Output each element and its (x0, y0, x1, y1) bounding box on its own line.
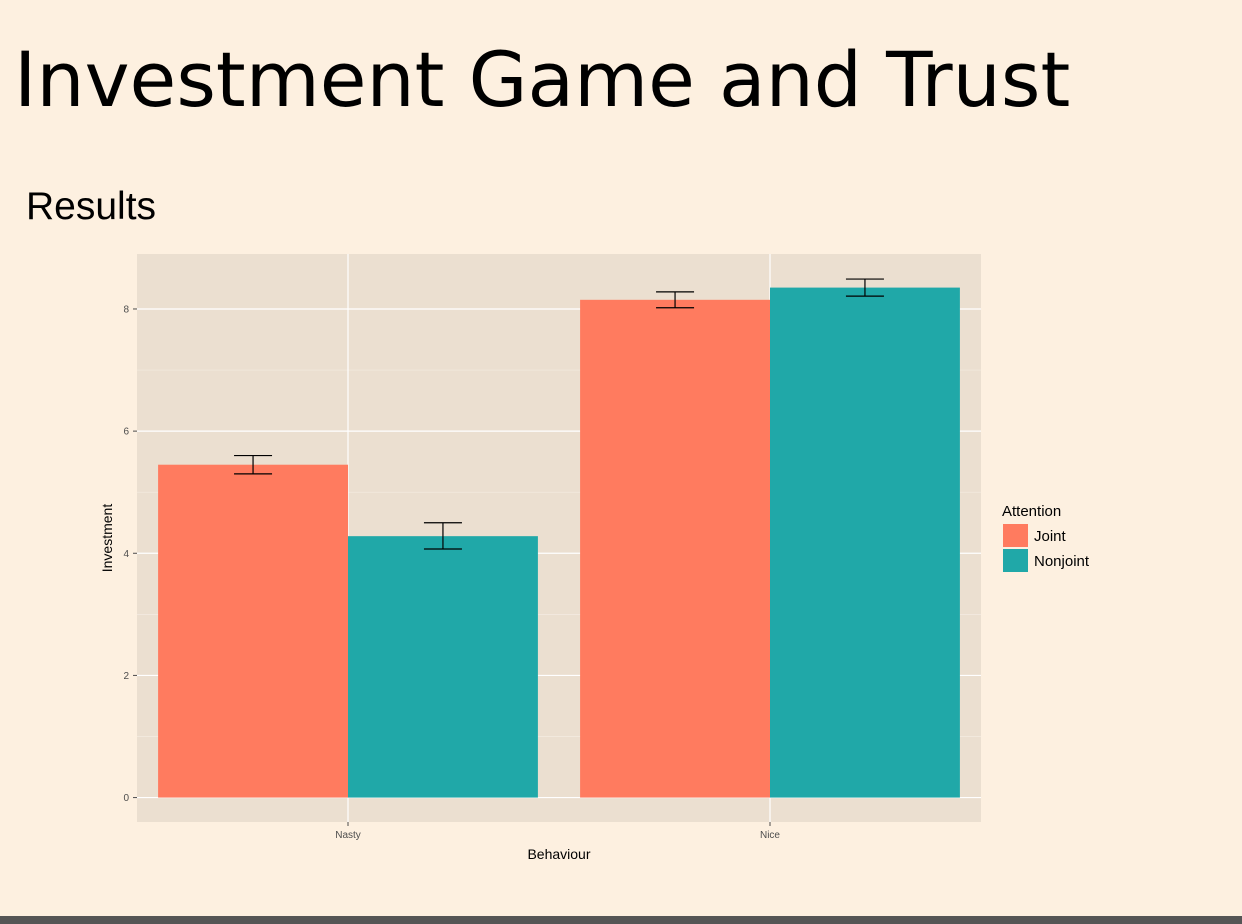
y-axis: 0 2 4 6 8 (123, 304, 137, 804)
y-tick-label: 0 (123, 793, 129, 804)
legend: Attention Joint Nonjoint (1002, 503, 1090, 572)
slide-title: Investment Game and Trust (14, 35, 1071, 124)
slide-subtitle: Results (26, 185, 157, 228)
error-bar-nonjoint-nasty (423, 522, 462, 550)
x-axis-title: Behaviour (527, 846, 590, 862)
error-bar-nonjoint-nice (845, 278, 884, 297)
bar-joint-nice (580, 299, 770, 798)
y-axis-title: Investment (99, 504, 115, 573)
x-tick-label: Nasty (335, 830, 361, 841)
bar-nonjoint-nasty (348, 536, 538, 798)
y-tick-label: 2 (123, 671, 129, 682)
legend-title: Attention (1002, 503, 1061, 520)
x-tick-label: Nice (760, 830, 780, 841)
bar-nonjoint-nice (770, 287, 960, 798)
bar-joint-nasty (158, 464, 348, 798)
legend-label-joint: Joint (1034, 528, 1067, 545)
bars (158, 287, 960, 798)
x-axis: Nasty Nice (335, 822, 780, 841)
bottom-bar (0, 916, 1242, 924)
error-bar-joint-nice (656, 291, 695, 309)
y-tick-label: 8 (123, 304, 129, 315)
error-bars (234, 278, 884, 550)
error-bar-joint-nasty (234, 454, 273, 475)
y-tick-label: 6 (123, 427, 129, 438)
y-tick-label: 4 (123, 549, 129, 560)
legend-label-nonjoint: Nonjoint (1034, 553, 1090, 570)
legend-key-joint (1003, 524, 1028, 547)
legend-key-nonjoint (1003, 549, 1028, 572)
